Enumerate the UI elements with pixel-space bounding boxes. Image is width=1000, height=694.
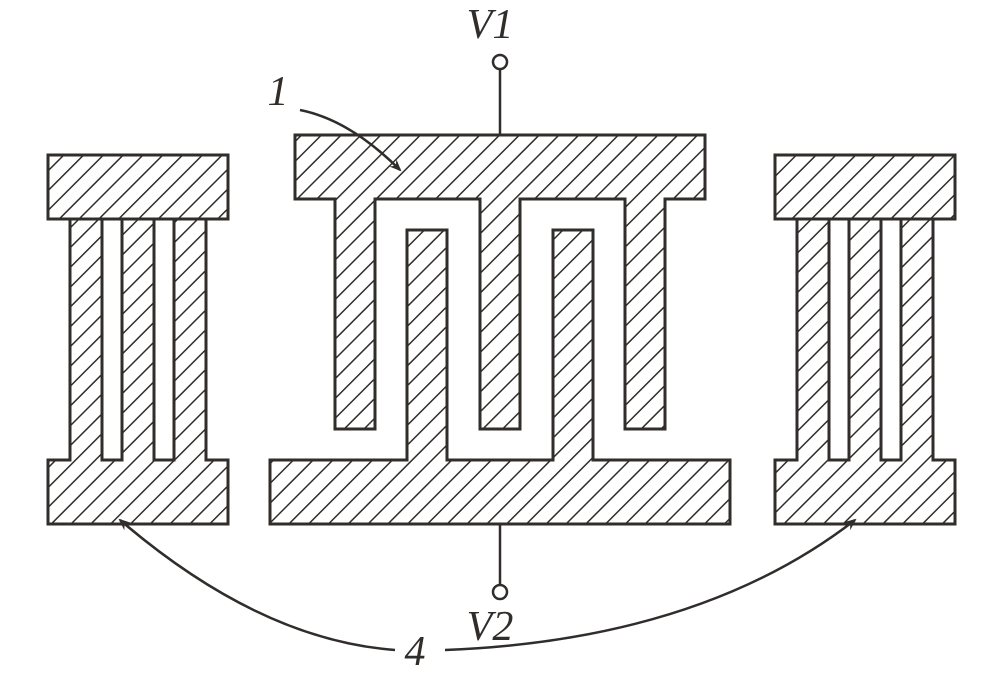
terminal-top-node [493,55,507,69]
center-top-electrode [295,135,705,429]
label-v2: V2 [467,604,514,650]
callout-4-arrow-0 [120,520,395,650]
left-top-bar [48,155,228,219]
right-bottom-electrode [775,219,955,524]
diagram-canvas: V1 V2 1 4 [0,0,1000,694]
left-bottom-electrode [48,219,228,524]
label-4: 4 [405,629,426,675]
label-1: 1 [268,69,289,115]
label-v1: V1 [467,2,514,48]
labels-layer: V1 V2 1 4 [268,2,514,675]
terminal-bottom-node [493,585,507,599]
shapes-layer [48,135,955,524]
right-top-bar [775,155,955,219]
